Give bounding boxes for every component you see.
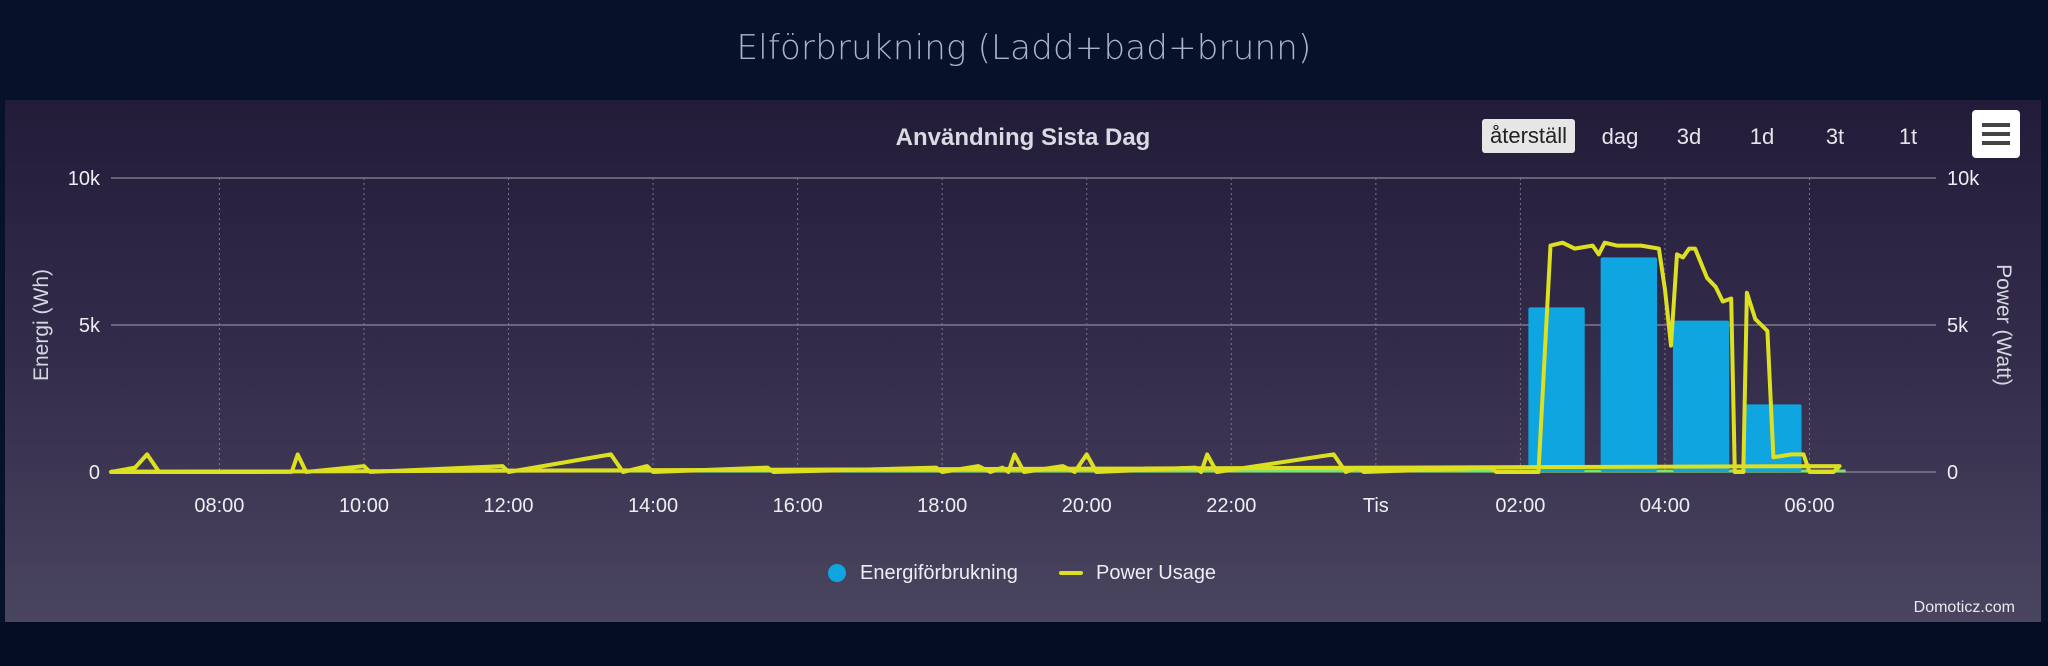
- page-footer-band: [0, 622, 2048, 666]
- chart-svg[interactable]: 08:00 10:00 12:00 14:00 16:00 18:00 20:00 22:00…: [5, 100, 2041, 622]
- zoom-3d-button[interactable]: 3d: [1676, 124, 1702, 149]
- zoom-1d-button[interactable]: 1d: [1749, 124, 1775, 149]
- y-left-tick-label: 5k: [79, 315, 101, 337]
- page-title: Elförbrukning (Ladd+bad+brunn): [736, 28, 1312, 68]
- x-tick-label: 06:00: [1784, 495, 1834, 517]
- x-tick-label: 08:00: [194, 495, 244, 517]
- y-right-axis-title: Power (Watt): [1992, 264, 2015, 386]
- x-tick-label: 10:00: [339, 495, 389, 517]
- y-right-tick-label: 10k: [1947, 168, 1980, 190]
- y-left-tick-label: 0: [89, 462, 100, 484]
- energy-bar: [1672, 320, 1730, 472]
- y-left-tick-label: 10k: [68, 168, 101, 190]
- chart-title: Användning Sista Dag: [895, 124, 1151, 151]
- y-right-tick-label: 0: [1947, 462, 1958, 484]
- y-left-axis-title: Energi (Wh): [30, 269, 53, 381]
- menu-bar: [1982, 123, 2010, 127]
- x-tick-label: Tis: [1363, 495, 1389, 517]
- hamburger-menu-icon[interactable]: [1972, 110, 2020, 158]
- x-tick-label: 12:00: [483, 495, 533, 517]
- x-tick-label: 02:00: [1495, 495, 1545, 517]
- zoom-3t-button[interactable]: 3t: [1825, 124, 1845, 149]
- power-usage-line: [109, 240, 1842, 474]
- zoom-reset-button[interactable]: återställ: [1482, 119, 1576, 153]
- x-tick-label: 16:00: [773, 495, 823, 517]
- x-tick-label: 18:00: [917, 495, 967, 517]
- legend-item-energy[interactable]: Energiförbrukning: [828, 558, 1038, 588]
- zoom-1t-button[interactable]: 1t: [1898, 124, 1918, 149]
- x-tick-label: 20:00: [1062, 495, 1112, 517]
- legend-label-energy: Energiförbrukning: [860, 562, 1018, 584]
- legend-symbol-power: [1059, 571, 1083, 575]
- x-tick-label: 22:00: [1206, 495, 1256, 517]
- x-tick-label: 04:00: [1640, 495, 1690, 517]
- chart-panel: 08:00 10:00 12:00 14:00 16:00 18:00 20:00 22:00…: [5, 100, 2041, 622]
- x-tick-label: 14:00: [628, 495, 678, 517]
- legend-item-power[interactable]: Power Usage: [1059, 558, 1239, 588]
- credits-link[interactable]: Domoticz.com: [1913, 599, 2015, 616]
- y-right-tick-label: 5k: [1947, 315, 1969, 337]
- menu-bar: [1982, 141, 2010, 145]
- legend-symbol-energy: [828, 564, 846, 582]
- energy-bar: [1528, 307, 1585, 472]
- menu-bar: [1982, 132, 2010, 136]
- energy-bar: [1600, 257, 1658, 472]
- legend-label-power: Power Usage: [1096, 562, 1217, 584]
- zoom-day-button[interactable]: dag: [1601, 124, 1639, 149]
